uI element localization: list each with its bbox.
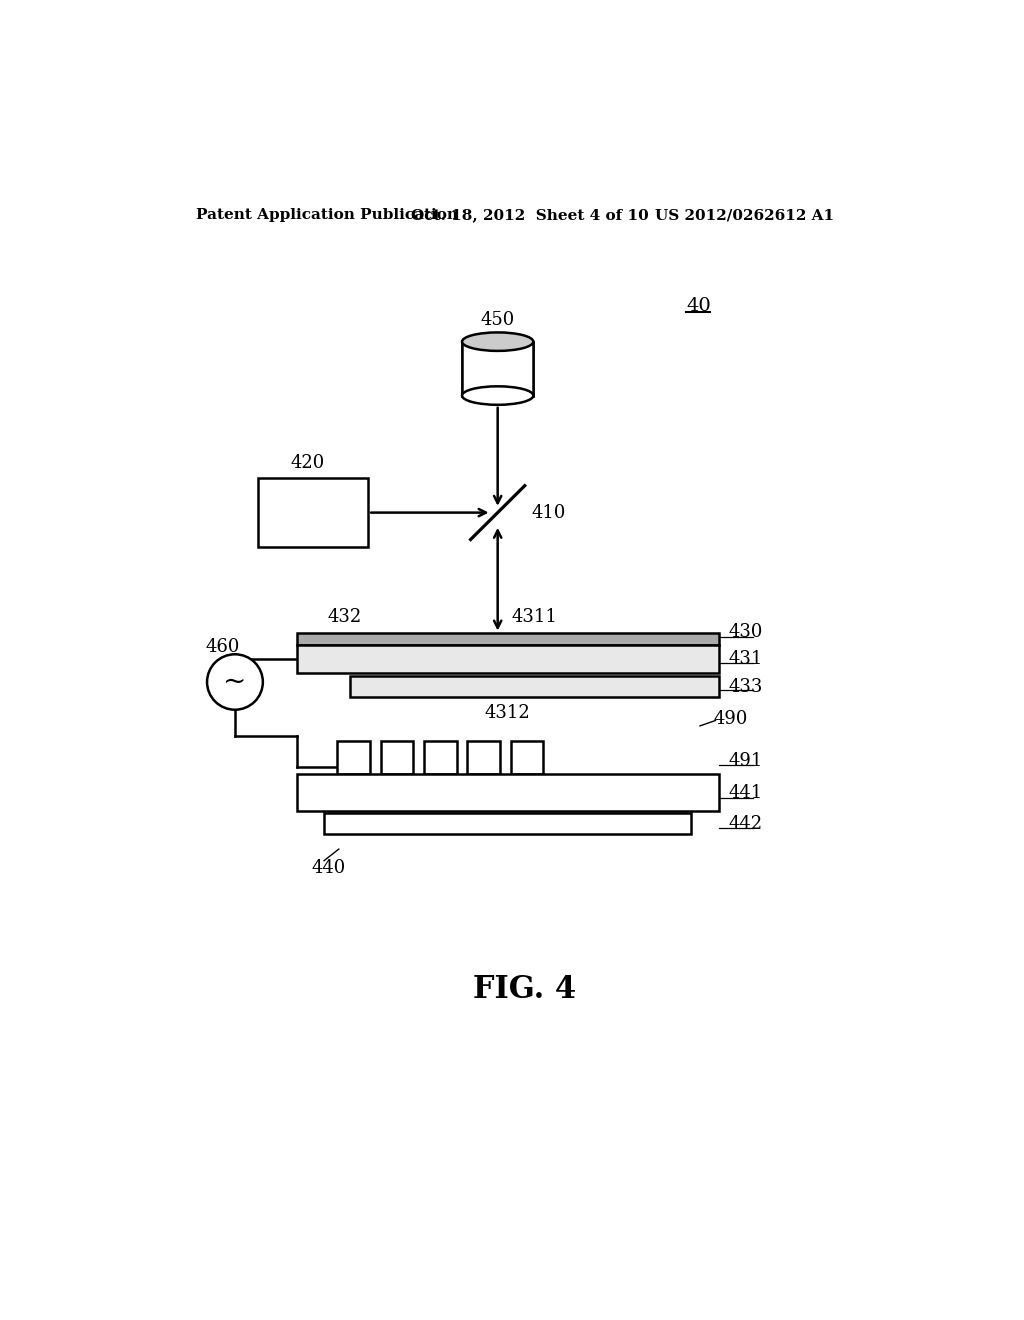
Text: US 2012/0262612 A1: US 2012/0262612 A1 (655, 209, 835, 222)
Text: ~: ~ (223, 668, 247, 696)
Bar (511, 741, 544, 775)
Text: 40: 40 (686, 297, 711, 315)
Bar (349, 676, 719, 697)
Circle shape (207, 655, 263, 710)
Bar (297, 775, 719, 812)
Bar (258, 478, 369, 548)
Text: 442: 442 (729, 814, 763, 833)
Bar (467, 741, 500, 775)
Bar (462, 342, 534, 396)
Ellipse shape (462, 333, 534, 351)
Bar (297, 634, 719, 645)
Bar (381, 741, 414, 775)
Ellipse shape (462, 387, 534, 405)
Text: 433: 433 (729, 677, 763, 696)
Text: 420: 420 (291, 454, 325, 471)
Text: 460: 460 (206, 639, 240, 656)
Text: Oct. 18, 2012  Sheet 4 of 10: Oct. 18, 2012 Sheet 4 of 10 (411, 209, 648, 222)
Text: 490: 490 (713, 710, 748, 727)
Text: 4311: 4311 (512, 609, 557, 626)
Bar (324, 813, 691, 834)
Text: 432: 432 (328, 609, 362, 626)
Text: 410: 410 (531, 504, 565, 521)
Text: FIG. 4: FIG. 4 (473, 974, 577, 1006)
Text: 440: 440 (311, 859, 346, 878)
Bar (424, 741, 457, 775)
Text: 491: 491 (729, 751, 763, 770)
Text: 430: 430 (729, 623, 763, 642)
Text: 441: 441 (729, 784, 763, 801)
Bar (337, 741, 370, 775)
Text: 4312: 4312 (484, 704, 530, 722)
Text: 431: 431 (729, 649, 763, 668)
Text: Patent Application Publication: Patent Application Publication (197, 209, 458, 222)
Bar (297, 645, 719, 673)
Text: 450: 450 (480, 312, 515, 329)
